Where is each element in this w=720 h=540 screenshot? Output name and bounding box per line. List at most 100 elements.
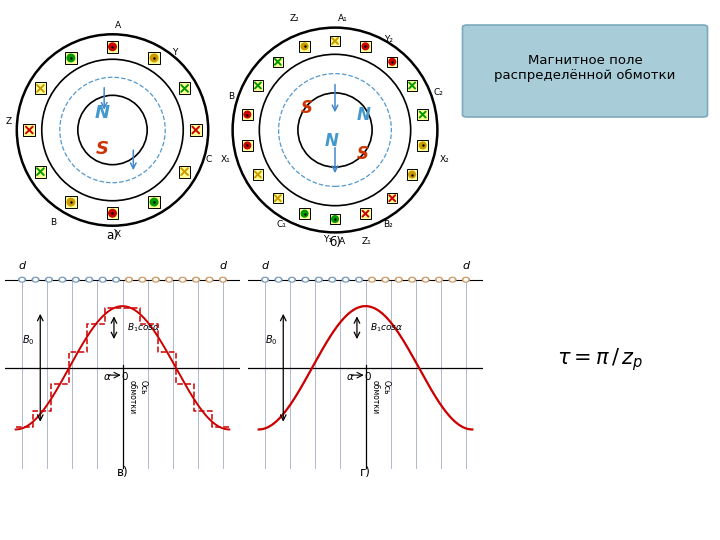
Circle shape	[419, 142, 426, 149]
Circle shape	[168, 279, 171, 281]
Text: A₁: A₁	[338, 14, 347, 23]
Circle shape	[48, 279, 50, 281]
Circle shape	[332, 215, 338, 222]
FancyBboxPatch shape	[462, 25, 708, 117]
Text: $\alpha$: $\alpha$	[103, 372, 112, 382]
Text: 0: 0	[364, 372, 371, 382]
Circle shape	[67, 54, 75, 62]
Circle shape	[422, 278, 429, 282]
Circle shape	[289, 278, 295, 282]
Circle shape	[59, 278, 66, 282]
Text: Z₁: Z₁	[361, 237, 371, 246]
Circle shape	[464, 279, 467, 281]
Text: d: d	[19, 261, 26, 271]
Circle shape	[109, 210, 116, 217]
Circle shape	[370, 279, 374, 281]
Circle shape	[220, 278, 226, 282]
Bar	[179, 83, 191, 94]
Circle shape	[114, 279, 118, 281]
Circle shape	[150, 54, 158, 62]
Bar	[35, 83, 46, 94]
Circle shape	[67, 198, 75, 206]
Text: $B_0$: $B_0$	[265, 333, 278, 347]
Text: Y₂: Y₂	[384, 35, 393, 44]
Circle shape	[362, 43, 369, 50]
Bar	[273, 193, 283, 204]
Circle shape	[206, 278, 213, 282]
Circle shape	[395, 278, 402, 282]
Text: в): в)	[117, 465, 128, 478]
Circle shape	[389, 58, 395, 65]
Circle shape	[382, 278, 389, 282]
Text: Y₁: Y₁	[323, 235, 332, 244]
Circle shape	[99, 278, 106, 282]
Text: N: N	[356, 106, 370, 124]
Circle shape	[437, 279, 441, 281]
Circle shape	[139, 278, 145, 282]
Text: d: d	[220, 261, 227, 271]
Text: X₂: X₂	[440, 155, 450, 164]
Bar	[107, 207, 118, 219]
Text: Z₂: Z₂	[289, 14, 299, 23]
Text: S: S	[301, 99, 312, 117]
Bar	[300, 208, 310, 219]
Circle shape	[154, 279, 158, 281]
Text: X₁: X₁	[220, 155, 230, 164]
Circle shape	[101, 279, 104, 281]
Circle shape	[301, 43, 308, 50]
Circle shape	[264, 279, 267, 281]
Bar	[107, 41, 118, 53]
Circle shape	[344, 279, 347, 281]
Circle shape	[32, 278, 39, 282]
Circle shape	[302, 278, 309, 282]
Circle shape	[315, 278, 323, 282]
Circle shape	[261, 278, 269, 282]
Circle shape	[194, 279, 198, 281]
Circle shape	[409, 171, 415, 178]
Text: A: A	[115, 22, 121, 30]
Circle shape	[276, 279, 280, 281]
Circle shape	[290, 279, 294, 281]
Text: S: S	[357, 145, 369, 163]
Circle shape	[342, 278, 349, 282]
Circle shape	[244, 111, 251, 118]
Text: A: A	[339, 237, 346, 246]
Circle shape	[19, 278, 25, 282]
Circle shape	[369, 278, 375, 282]
Bar	[242, 140, 253, 151]
Circle shape	[384, 279, 387, 281]
Circle shape	[244, 142, 251, 149]
Text: $B_1cos\alpha$: $B_1cos\alpha$	[127, 321, 160, 334]
Bar	[65, 52, 77, 64]
Circle shape	[125, 278, 132, 282]
Bar	[253, 80, 263, 91]
Circle shape	[86, 278, 93, 282]
Circle shape	[73, 278, 79, 282]
Bar	[190, 124, 202, 136]
Circle shape	[34, 279, 37, 281]
Text: а): а)	[107, 229, 118, 242]
Bar	[418, 140, 428, 151]
Text: S: S	[96, 140, 109, 158]
Text: X: X	[115, 230, 121, 239]
Circle shape	[127, 279, 130, 281]
Text: N: N	[324, 132, 338, 150]
Circle shape	[409, 278, 415, 282]
Text: г): г)	[360, 465, 371, 478]
Bar	[35, 166, 46, 178]
Circle shape	[451, 279, 454, 281]
Circle shape	[20, 279, 24, 281]
Circle shape	[221, 279, 225, 281]
Text: B₂: B₂	[384, 220, 393, 230]
Circle shape	[304, 279, 307, 281]
Text: $B_1cos\alpha$: $B_1cos\alpha$	[370, 321, 403, 334]
Bar	[23, 124, 35, 136]
Text: $\alpha$: $\alpha$	[346, 372, 355, 382]
Circle shape	[153, 278, 159, 282]
Text: 0: 0	[122, 372, 128, 382]
Text: $\tau = \pi\,/\,z_p$: $\tau = \pi\,/\,z_p$	[557, 347, 643, 373]
Text: B: B	[50, 218, 57, 227]
Text: C: C	[205, 154, 212, 164]
Circle shape	[436, 278, 443, 282]
Circle shape	[330, 279, 334, 281]
